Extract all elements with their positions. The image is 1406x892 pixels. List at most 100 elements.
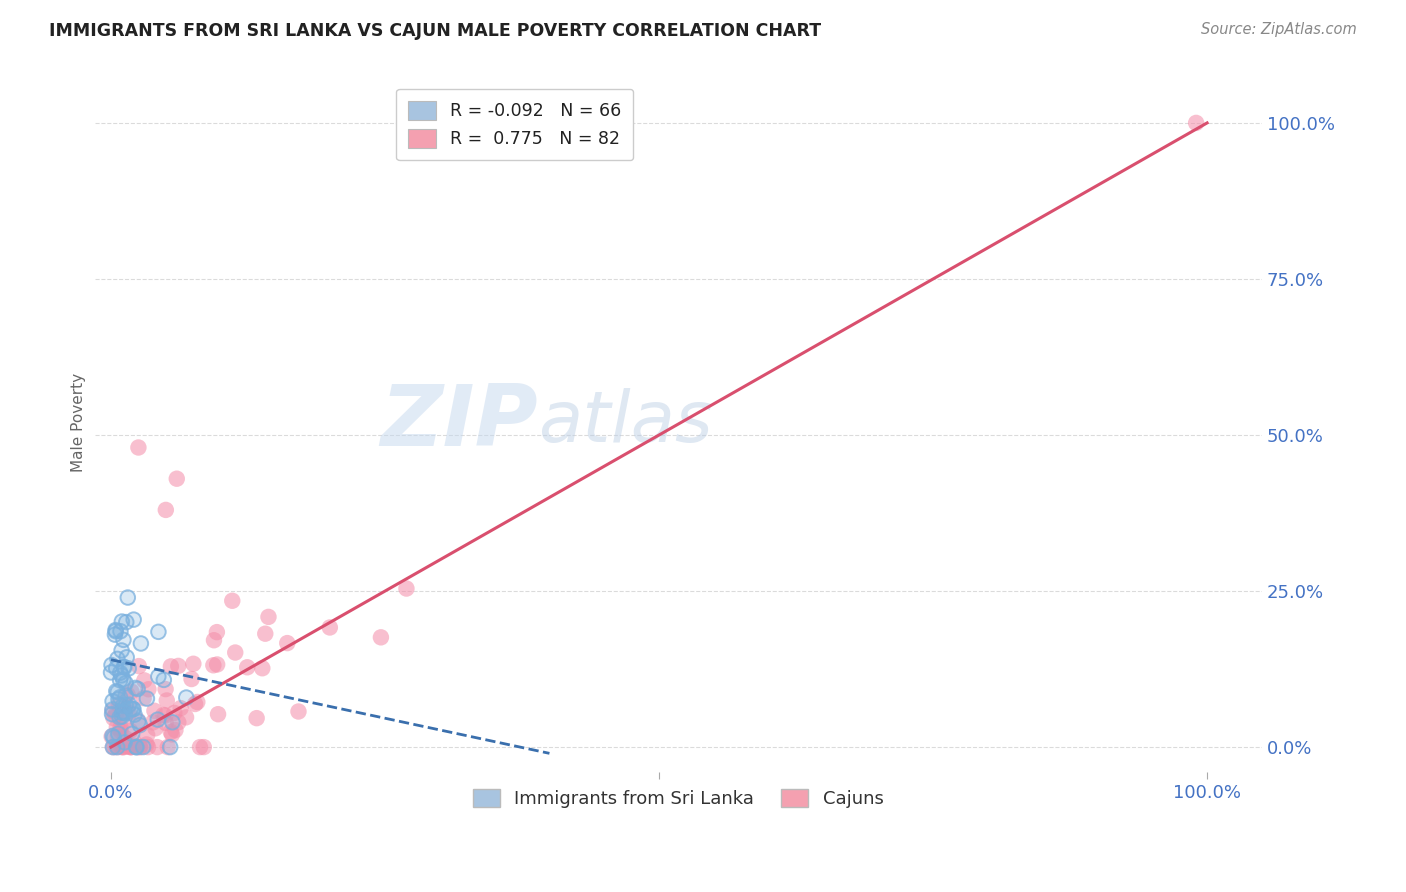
Point bbox=[117, 591, 139, 605]
Point bbox=[100, 658, 122, 673]
Point bbox=[143, 704, 166, 718]
Point bbox=[104, 708, 127, 723]
Point bbox=[155, 503, 177, 517]
Point bbox=[120, 702, 142, 716]
Point bbox=[159, 740, 181, 755]
Point bbox=[124, 707, 146, 722]
Point bbox=[118, 698, 141, 712]
Point bbox=[167, 659, 190, 673]
Point bbox=[101, 702, 124, 716]
Point bbox=[107, 740, 129, 755]
Point bbox=[104, 627, 127, 641]
Point bbox=[115, 739, 138, 754]
Point bbox=[224, 646, 246, 660]
Point bbox=[117, 591, 139, 605]
Point bbox=[160, 659, 183, 673]
Point bbox=[107, 698, 129, 712]
Point bbox=[128, 659, 150, 673]
Point bbox=[107, 685, 129, 699]
Point bbox=[148, 669, 170, 683]
Point bbox=[111, 698, 134, 713]
Point bbox=[162, 715, 184, 730]
Point bbox=[101, 707, 124, 722]
Point bbox=[112, 714, 135, 729]
Point bbox=[120, 684, 142, 698]
Point bbox=[236, 660, 259, 674]
Point bbox=[153, 673, 176, 687]
Point bbox=[101, 702, 124, 716]
Point bbox=[124, 681, 146, 695]
Point bbox=[125, 740, 148, 755]
Point bbox=[125, 740, 148, 755]
Point bbox=[115, 650, 138, 665]
Point bbox=[127, 714, 149, 729]
Point bbox=[105, 661, 128, 675]
Point bbox=[103, 731, 125, 745]
Point bbox=[162, 715, 184, 730]
Point bbox=[111, 698, 134, 713]
Point bbox=[101, 740, 124, 755]
Point bbox=[165, 723, 187, 738]
Point bbox=[184, 697, 207, 711]
Point bbox=[319, 620, 342, 634]
Point bbox=[107, 692, 129, 706]
Point bbox=[111, 705, 134, 719]
Point bbox=[155, 708, 177, 723]
Point bbox=[120, 723, 142, 738]
Point bbox=[159, 725, 181, 739]
Point bbox=[100, 665, 122, 680]
Point bbox=[163, 706, 186, 720]
Point bbox=[125, 740, 148, 755]
Point bbox=[146, 740, 169, 755]
Point bbox=[122, 739, 145, 753]
Point bbox=[370, 630, 392, 644]
Point bbox=[114, 731, 136, 745]
Point bbox=[207, 707, 229, 722]
Point bbox=[134, 673, 156, 688]
Point bbox=[108, 673, 131, 688]
Point bbox=[395, 582, 418, 596]
Point bbox=[180, 672, 202, 686]
Point bbox=[193, 740, 215, 755]
Point bbox=[202, 633, 225, 648]
Point bbox=[112, 740, 135, 755]
Point bbox=[257, 610, 280, 624]
Point bbox=[138, 682, 160, 697]
Point bbox=[100, 665, 122, 680]
Point bbox=[128, 740, 150, 755]
Point bbox=[124, 681, 146, 695]
Point bbox=[103, 711, 125, 725]
Point bbox=[122, 702, 145, 716]
Point bbox=[142, 715, 165, 730]
Point bbox=[111, 706, 134, 720]
Point bbox=[114, 698, 136, 712]
Point bbox=[104, 623, 127, 637]
Point bbox=[121, 727, 143, 741]
Point bbox=[108, 710, 131, 724]
Point bbox=[107, 727, 129, 741]
Point bbox=[125, 740, 148, 755]
Point bbox=[135, 738, 157, 752]
Point bbox=[114, 676, 136, 690]
Point bbox=[121, 702, 143, 716]
Point bbox=[105, 720, 128, 734]
Point bbox=[129, 636, 152, 650]
Point bbox=[105, 740, 128, 755]
Point bbox=[105, 684, 128, 698]
Point bbox=[112, 673, 135, 687]
Point bbox=[104, 627, 127, 641]
Point bbox=[101, 704, 124, 718]
Point bbox=[114, 735, 136, 749]
Point bbox=[112, 660, 135, 674]
Point bbox=[276, 636, 298, 650]
Legend: Immigrants from Sri Lanka, Cajuns: Immigrants from Sri Lanka, Cajuns bbox=[465, 781, 891, 815]
Point bbox=[110, 668, 132, 682]
Point bbox=[146, 713, 169, 727]
Point bbox=[159, 740, 181, 755]
Point bbox=[132, 739, 155, 754]
Point bbox=[112, 740, 135, 755]
Point bbox=[156, 693, 179, 707]
Point bbox=[148, 624, 170, 639]
Point bbox=[183, 657, 205, 671]
Point bbox=[107, 727, 129, 741]
